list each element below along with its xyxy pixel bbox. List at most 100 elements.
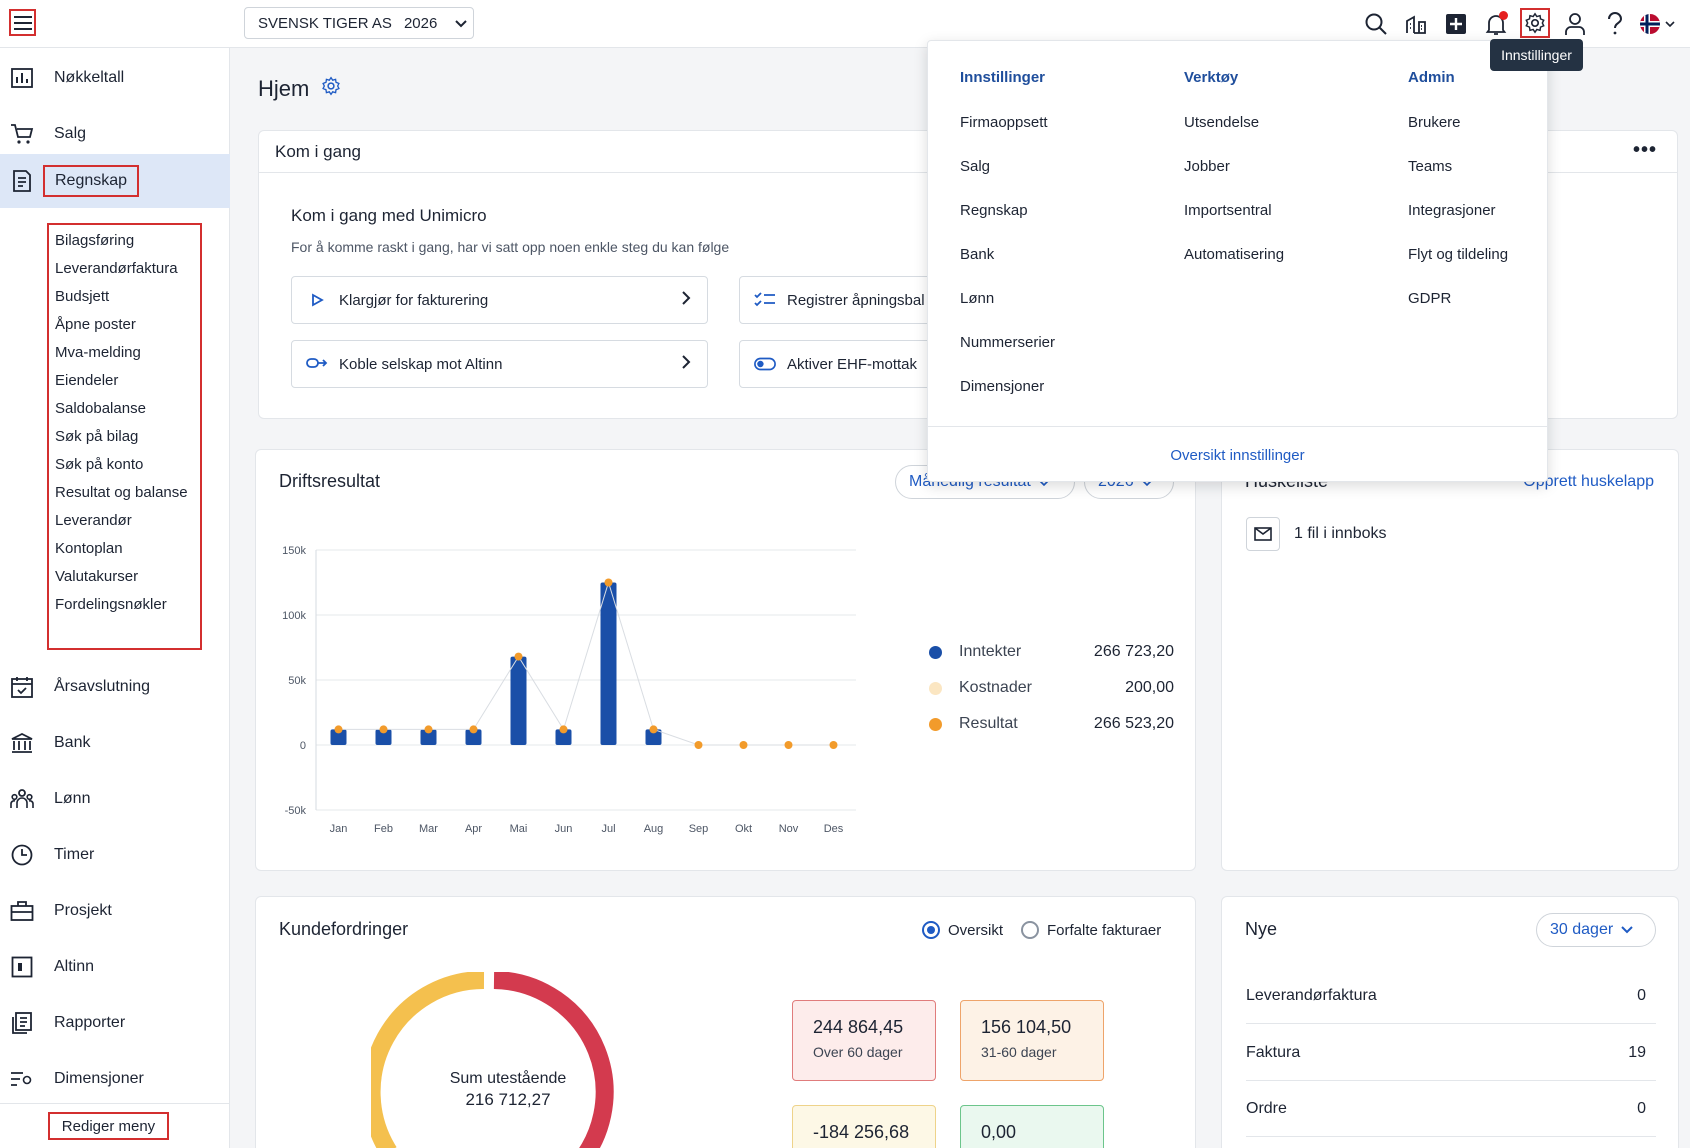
sidebar-item-nokkeltall[interactable]: Nøkkeltall <box>0 50 230 106</box>
radio-oversikt[interactable]: Oversikt <box>922 921 1003 939</box>
submenu-item[interactable]: Saldobalanse <box>55 400 146 417</box>
menu-item[interactable]: Jobber <box>1184 158 1230 175</box>
menu-item[interactable]: Importsentral <box>1184 202 1272 219</box>
kundefordringer-card: Kundefordringer Oversikt Forfalte faktur… <box>255 896 1196 1148</box>
step-koble-altinn[interactable]: Koble selskap mot Altinn <box>291 340 708 388</box>
submenu-item[interactable]: Bilagsføring <box>55 232 135 249</box>
bar-inntekter <box>555 729 572 745</box>
sidebar-item-dimensjoner[interactable]: Dimensjoner <box>0 1051 230 1107</box>
chevron-right-icon <box>682 355 691 373</box>
submenu-item[interactable]: Fordelingsnøkler <box>55 596 167 613</box>
bar-inntekter <box>645 729 662 745</box>
language-flag-icon[interactable] <box>1637 10 1677 38</box>
dimensions-icon <box>10 1067 34 1091</box>
step-registrer-apningsbalanse[interactable]: Registrer åpningsbal <box>739 276 939 324</box>
sidebar-item-lonn[interactable]: Lønn <box>0 771 230 827</box>
link-icon <box>306 353 328 375</box>
company-select[interactable]: SVENSK TIGER AS 2026 <box>244 7 474 39</box>
submenu-item[interactable]: Leverandørfaktura <box>55 260 178 277</box>
menu-item[interactable]: Dimensjoner <box>960 378 1045 395</box>
legend-kostnader[interactable]: Kostnader 200,00 <box>929 676 1174 700</box>
receivables-donut-chart <box>371 972 614 1148</box>
chevron-down-icon <box>1621 921 1633 939</box>
submenu-item[interactable]: Eiendeler <box>55 372 119 389</box>
menu-item[interactable]: GDPR <box>1408 290 1452 307</box>
list-item[interactable]: Leverandørfaktura 0 <box>1246 968 1656 1024</box>
sidebar-item-timer[interactable]: Timer <box>0 827 230 883</box>
y-tick-label: 150k <box>282 545 306 557</box>
point-resultat <box>424 725 433 734</box>
list-item[interactable]: Ordre 0 <box>1246 1081 1656 1137</box>
submenu-item[interactable]: Åpne poster <box>55 316 136 333</box>
regnskap-submenu: Bilagsføring Leverandørfaktura Budsjett … <box>47 223 202 650</box>
settings-tooltip: Innstillinger <box>1490 39 1583 71</box>
sidebar-item-arsavslutning[interactable]: Årsavslutning <box>0 659 230 715</box>
sidebar-item-bank[interactable]: Bank <box>0 715 230 771</box>
settings-gear-icon[interactable] <box>1520 8 1550 38</box>
search-icon[interactable] <box>1362 10 1390 38</box>
list-item[interactable]: Faktura 19 <box>1246 1025 1656 1081</box>
create-note-link[interactable]: Opprett huskelapp <box>1523 473 1654 490</box>
bar-inntekter <box>375 729 392 745</box>
point-resultat <box>829 741 838 749</box>
submenu-item[interactable]: Mva-melding <box>55 344 141 361</box>
step-klargjor-fakturering[interactable]: Klargjør for fakturering <box>291 276 708 324</box>
point-resultat <box>649 725 658 734</box>
sidebar-item-salg[interactable]: Salg <box>0 106 230 162</box>
sidebar-item-label: Lønn <box>54 790 91 807</box>
step-aktiver-ehf[interactable]: Aktiver EHF-mottak <box>739 340 939 388</box>
menu-item[interactable]: Brukere <box>1408 114 1461 131</box>
box-balance[interactable]: -184 256,68 <box>792 1105 936 1148</box>
menu-item[interactable]: Utsendelse <box>1184 114 1260 131</box>
box-over-60[interactable]: 244 864,45 Over 60 dager <box>792 1000 936 1081</box>
notification-badge <box>1499 11 1508 20</box>
menu-item[interactable]: Salg <box>960 158 991 175</box>
legend-dot <box>929 717 942 731</box>
submenu-item[interactable]: Søk på konto <box>55 456 144 473</box>
submenu-item[interactable]: Leverandør <box>55 512 132 529</box>
box-zero[interactable]: 0,00 <box>960 1105 1104 1148</box>
sidebar-item-altinn[interactable]: Altinn <box>0 939 230 995</box>
column-heading: Verktøy <box>1184 69 1239 86</box>
more-options-icon[interactable]: ••• <box>1632 139 1657 161</box>
menu-item[interactable]: Nummerserier <box>960 334 1056 351</box>
mail-icon <box>1246 517 1280 551</box>
sidebar-item-regnskap[interactable]: Regnskap <box>0 154 230 208</box>
notifications-bell-icon[interactable] <box>1482 10 1510 38</box>
legend-inntekter[interactable]: Inntekter 266 723,20 <box>929 640 1174 664</box>
menu-item[interactable]: Regnskap <box>960 202 1028 219</box>
menu-item[interactable]: Lønn <box>960 290 995 307</box>
settings-overview-link[interactable]: Oversikt innstillinger <box>928 426 1547 483</box>
menu-item[interactable]: Automatisering <box>1184 246 1285 263</box>
submenu-item[interactable]: Søk på bilag <box>55 428 139 445</box>
box-31-60[interactable]: 156 104,50 31-60 dager <box>960 1000 1104 1081</box>
submenu-item[interactable]: Valutakurser <box>55 568 139 585</box>
sidebar-item-rapporter[interactable]: Rapporter <box>0 995 230 1051</box>
briefcase-icon <box>10 899 34 923</box>
menu-item[interactable]: Teams <box>1408 158 1453 175</box>
chevron-down-icon <box>1039 473 1049 491</box>
page-settings-gear-icon[interactable] <box>321 76 341 102</box>
menu-item[interactable]: Firmaoppsett <box>960 114 1048 131</box>
period-select[interactable]: 30 dager <box>1536 913 1656 947</box>
radio-forfalte[interactable]: Forfalte fakturaer <box>1021 921 1161 939</box>
sidebar-item-label: Nøkkeltall <box>54 69 125 86</box>
user-profile-icon[interactable] <box>1561 10 1589 38</box>
add-new-icon[interactable] <box>1442 10 1470 38</box>
submenu-item[interactable]: Kontoplan <box>55 540 123 557</box>
legend-resultat[interactable]: Resultat 266 523,20 <box>929 712 1174 736</box>
menu-item[interactable]: Flyt og tildeling <box>1408 246 1509 263</box>
company-building-icon[interactable] <box>1402 10 1430 38</box>
edit-menu-button[interactable]: Rediger meny <box>48 1112 169 1140</box>
point-resultat <box>514 652 523 661</box>
menu-item[interactable]: Bank <box>960 246 995 263</box>
hamburger-menu-icon[interactable] <box>9 9 36 36</box>
sidebar-item-prosjekt[interactable]: Prosjekt <box>0 883 230 939</box>
menu-item[interactable]: Integrasjoner <box>1408 202 1496 219</box>
inbox-text[interactable]: 1 fil i innboks <box>1294 525 1387 542</box>
card-title: Kundefordringer <box>279 919 409 939</box>
chart-icon <box>10 66 34 90</box>
submenu-item[interactable]: Budsjett <box>55 288 110 305</box>
submenu-item[interactable]: Resultat og balanse <box>55 484 188 501</box>
help-icon[interactable] <box>1601 10 1629 38</box>
